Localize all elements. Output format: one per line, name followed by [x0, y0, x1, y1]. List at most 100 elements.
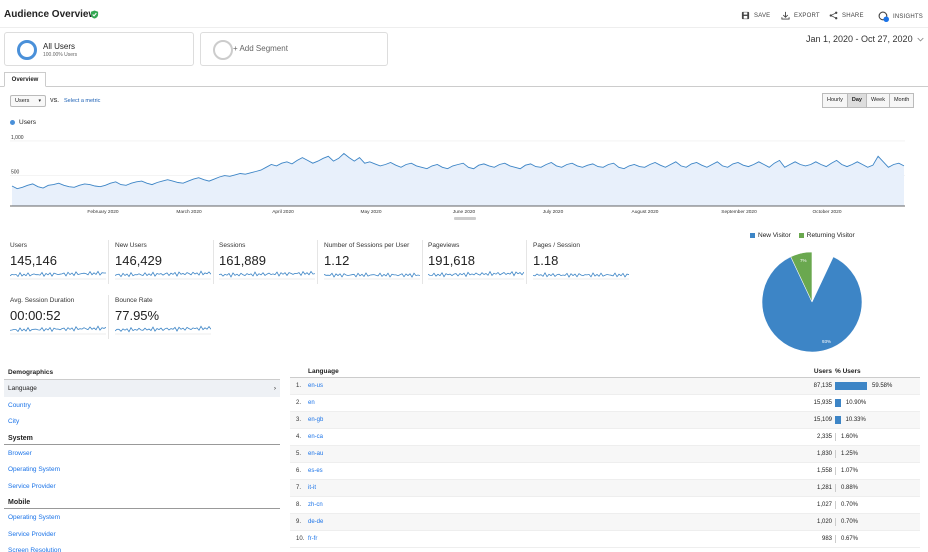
scorecard-avg-session-duration[interactable]: Avg. Session Duration 00:00:52: [10, 297, 110, 341]
users-value: 1,020: [816, 519, 832, 525]
table-row: 3. en-gb 15,109 10.33%: [290, 412, 920, 429]
add-segment-button[interactable]: + Add Segment: [200, 32, 388, 66]
language-link[interactable]: fr-fr: [308, 536, 318, 542]
row-number: 10.: [296, 536, 305, 542]
scorecard-sparkline: [10, 325, 106, 335]
page-header: [0, 0, 928, 28]
scorecard-label: Users: [10, 242, 27, 249]
language-link[interactable]: en-us: [308, 383, 324, 389]
legend-label: Returning Visitor: [806, 232, 855, 239]
date-range-picker[interactable]: Jan 1, 2020 - Oct 27, 2020: [806, 34, 924, 44]
scorecard-label: Pageviews: [428, 242, 460, 249]
demographics-item-country[interactable]: Country: [8, 401, 31, 409]
row-number: 4.: [296, 434, 302, 440]
row-number: 5.: [296, 451, 302, 457]
language-link[interactable]: it-it: [308, 485, 316, 491]
users-share-bar: [835, 450, 836, 458]
users-percentage: 10.33%: [845, 417, 866, 423]
legend-label: Users: [19, 119, 36, 126]
scorecard-label: Bounce Rate: [115, 297, 153, 304]
save-label: SAVE: [754, 12, 771, 19]
users-share-bar: [835, 467, 836, 475]
scorecard-sparkline: [533, 271, 629, 280]
language-link[interactable]: en-ca: [308, 434, 324, 440]
scorecard-pageviews[interactable]: Pageviews 191,618: [428, 242, 528, 286]
language-link[interactable]: en: [308, 400, 315, 406]
pie-slice-returning-visitor[interactable]: [790, 251, 813, 303]
granularity-hourly-button[interactable]: Hourly: [822, 93, 848, 108]
scorecard-label: Number of Sessions per User: [324, 242, 410, 249]
tab-overview[interactable]: Overview: [4, 72, 46, 87]
users-percentage: 1.07%: [841, 468, 859, 474]
table-row: 2. en 15,935 10.90%: [290, 395, 920, 412]
scorecard-pages-session[interactable]: Pages / Session 1.18: [533, 242, 633, 286]
system-item-service-provider[interactable]: Service Provider: [8, 482, 56, 490]
pie-label-returning: 7%: [800, 258, 807, 263]
scorecard-sparkline: [219, 270, 315, 280]
export-label: EXPORT: [794, 12, 820, 19]
language-link[interactable]: de-de: [308, 519, 324, 525]
y-tick-label: 1,000: [11, 135, 24, 141]
table-body: 1. en-us 87,135 59.58% 2. en 15,935 10.90% 3. en-…: [290, 378, 920, 548]
insights-button[interactable]: INSIGHTS: [878, 11, 923, 22]
mobile-item-operating-system[interactable]: Operating System: [8, 514, 61, 521]
chart-scroll-handle[interactable]: [454, 217, 476, 220]
export-button[interactable]: EXPORT: [781, 11, 820, 20]
share-label: SHARE: [842, 12, 864, 19]
scorecard-value: 1.18: [533, 253, 559, 268]
segment-percentage: 100.00% Users: [43, 52, 78, 58]
column-pct-users: % Users: [835, 368, 861, 375]
system-item-browser[interactable]: Browser: [8, 449, 32, 457]
save-button[interactable]: SAVE: [741, 11, 770, 20]
users-share-bar: [835, 399, 841, 407]
scorecard-label: New Users: [115, 242, 147, 249]
scorecard-sessions[interactable]: Sessions 161,889: [219, 242, 319, 286]
chevron-down-icon: [916, 37, 924, 41]
mobile-item-service-provider[interactable]: Service Provider: [8, 530, 56, 538]
granularity-month-button[interactable]: Month: [888, 93, 915, 108]
x-tick-label: May 2020: [360, 209, 381, 215]
users-value: 2,335: [816, 434, 832, 440]
table-row: 4. en-ca 2,335 1.60%: [290, 429, 920, 446]
scorecard-new-users[interactable]: New Users 146,429: [115, 242, 215, 286]
demographics-item-city[interactable]: City: [8, 418, 20, 425]
insights-label: INSIGHTS: [893, 13, 923, 20]
granularity-toggle: Hourly Day Week Month: [822, 93, 915, 108]
scorecard-value: 161,889: [219, 253, 266, 268]
granularity-day-button[interactable]: Day: [846, 93, 867, 108]
users-line-chart: 1,000 500 February 2020 March 2020 April 202…: [10, 135, 905, 220]
metric-select[interactable]: Users ▾: [10, 95, 46, 107]
language-link[interactable]: en-au: [308, 451, 324, 457]
select-metric-link[interactable]: Select a metric: [64, 98, 101, 104]
users-share-bar: [835, 433, 836, 441]
mobile-item-screen-resolution[interactable]: Screen Resolution: [8, 547, 62, 552]
scorecard-bounce-rate[interactable]: Bounce Rate 77.95%: [115, 297, 215, 341]
users-value: 1,558: [816, 468, 832, 474]
users-percentage: 0.70%: [841, 519, 859, 525]
granularity-week-button[interactable]: Week: [866, 93, 890, 108]
language-link[interactable]: es-es: [308, 468, 323, 474]
insights-icon: [878, 11, 889, 22]
x-tick-label: February 2020: [87, 209, 119, 215]
share-button[interactable]: SHARE: [829, 11, 864, 20]
users-share-bar: [835, 501, 836, 509]
segment-all-users[interactable]: All Users 100.00% Users: [4, 32, 194, 66]
scorecard-value: 191,618: [428, 253, 475, 268]
vs-label: VS.: [50, 98, 59, 104]
system-heading: System: [4, 430, 280, 445]
scorecard-users[interactable]: Users 145,146: [10, 242, 110, 286]
demographics-panel: Demographics Language › Country City Sys…: [4, 366, 280, 552]
legend-label: New Visitor: [758, 232, 791, 239]
system-item-operating-system[interactable]: Operating System: [8, 466, 61, 473]
demographics-item-language[interactable]: Language ›: [4, 380, 280, 397]
language-link[interactable]: zh-cn: [308, 502, 323, 508]
segment-ring-icon: [213, 40, 233, 60]
language-link[interactable]: en-gb: [308, 417, 324, 423]
users-share-bar: [835, 382, 867, 390]
legend-swatch-icon: [750, 232, 755, 238]
scorecard-number-of-sessions-per-user[interactable]: Number of Sessions per User 1.12: [324, 242, 424, 286]
users-value: 1,830: [816, 451, 832, 457]
row-number: 8.: [296, 502, 302, 508]
table-row: 5. en-au 1,830 1.25%: [290, 446, 920, 463]
segment-name: All Users: [43, 42, 76, 51]
